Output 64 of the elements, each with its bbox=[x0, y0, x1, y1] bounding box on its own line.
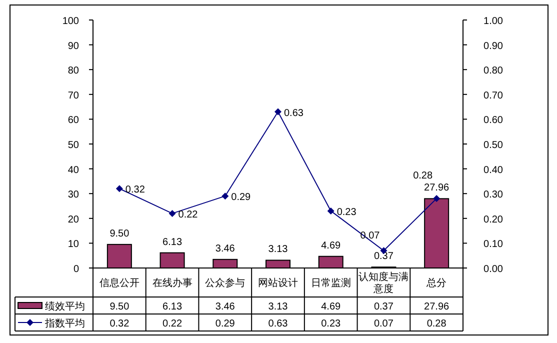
y2-tick-label: 0.40 bbox=[484, 164, 504, 176]
y2-tick-label: 0.20 bbox=[484, 214, 504, 226]
text: 4.69 bbox=[321, 240, 341, 252]
x-tick-label: 日常监测 bbox=[310, 277, 351, 289]
point bbox=[222, 192, 229, 200]
x-tick-label: 网站设计 bbox=[258, 277, 298, 289]
y-tick-label: 30 bbox=[68, 190, 80, 201]
data-label: 0.63 bbox=[268, 318, 288, 330]
y2-tick-label: 0.80 bbox=[484, 66, 504, 77]
point bbox=[274, 108, 282, 116]
y2-tick-label: 0.10 bbox=[484, 239, 504, 250]
text: 0.23 bbox=[336, 206, 356, 218]
y2-tick-label: 0.00 bbox=[484, 264, 504, 275]
y-tick-label: 40 bbox=[68, 164, 80, 176]
y-tick-label: 70 bbox=[68, 90, 80, 102]
y-tick-label: 50 bbox=[68, 140, 80, 151]
y2-tick-label: 0.30 bbox=[484, 190, 504, 201]
y-tick-label: 10 bbox=[68, 239, 80, 250]
text: 6.13 bbox=[162, 236, 182, 248]
text: 9.50 bbox=[110, 228, 130, 240]
data-label: 0.07 bbox=[374, 318, 394, 330]
data-label: 0.28 bbox=[426, 318, 447, 330]
legend-label: 绩效平均 bbox=[45, 300, 85, 312]
text: 0.63 bbox=[284, 108, 304, 119]
y-tick-label: 90 bbox=[68, 40, 80, 52]
data-label: 0.23 bbox=[321, 318, 342, 330]
x-tick-label: 总分 bbox=[426, 277, 447, 289]
text: 0.37 bbox=[374, 251, 394, 262]
text: 0.32 bbox=[125, 184, 145, 196]
point bbox=[433, 195, 440, 202]
data-label: 3.46 bbox=[215, 302, 236, 312]
data-label: 27.96 bbox=[424, 302, 450, 312]
text: 0.29 bbox=[231, 192, 251, 204]
data-label: 0.22 bbox=[162, 318, 182, 330]
y-tick-label: 20 bbox=[68, 214, 80, 226]
text: 3.13 bbox=[268, 244, 288, 256]
point bbox=[116, 185, 123, 192]
y-tick-label: 0 bbox=[73, 264, 80, 275]
point bbox=[327, 207, 334, 214]
y-tick-label: 100 bbox=[62, 16, 80, 27]
y-tick-label: 80 bbox=[68, 66, 80, 77]
point bbox=[168, 210, 176, 217]
text: 0.28 bbox=[413, 170, 433, 182]
x-tick-label: 信息公开 bbox=[99, 277, 140, 289]
y2-tick-label: 1.00 bbox=[484, 16, 504, 27]
data-label: 4.69 bbox=[321, 302, 342, 312]
y2-tick-label: 0.90 bbox=[484, 40, 504, 52]
data-label: 0.29 bbox=[215, 318, 236, 330]
data-label: 6.13 bbox=[162, 302, 182, 312]
y2-tick-label: 0.60 bbox=[484, 115, 504, 126]
data-label: 0.32 bbox=[110, 318, 130, 330]
y2-tick-label: 0.70 bbox=[484, 90, 504, 102]
text: 27.96 bbox=[424, 182, 450, 194]
text: 0.22 bbox=[178, 209, 198, 220]
legend-label: 指数平均 bbox=[44, 318, 85, 330]
data-label: 0.37 bbox=[374, 302, 394, 312]
y-tick-label: 60 bbox=[68, 115, 80, 126]
x-tick-label: 公众参与 bbox=[205, 277, 246, 289]
x-tick-label: 在线办事 bbox=[152, 277, 192, 289]
x-tick-label: 认知度与满意度 bbox=[358, 271, 409, 295]
data-label: 9.50 bbox=[110, 302, 130, 312]
text: 3.46 bbox=[215, 243, 235, 254]
y2-tick-label: 0.50 bbox=[484, 140, 504, 151]
data-label: 3.13 bbox=[268, 302, 288, 312]
